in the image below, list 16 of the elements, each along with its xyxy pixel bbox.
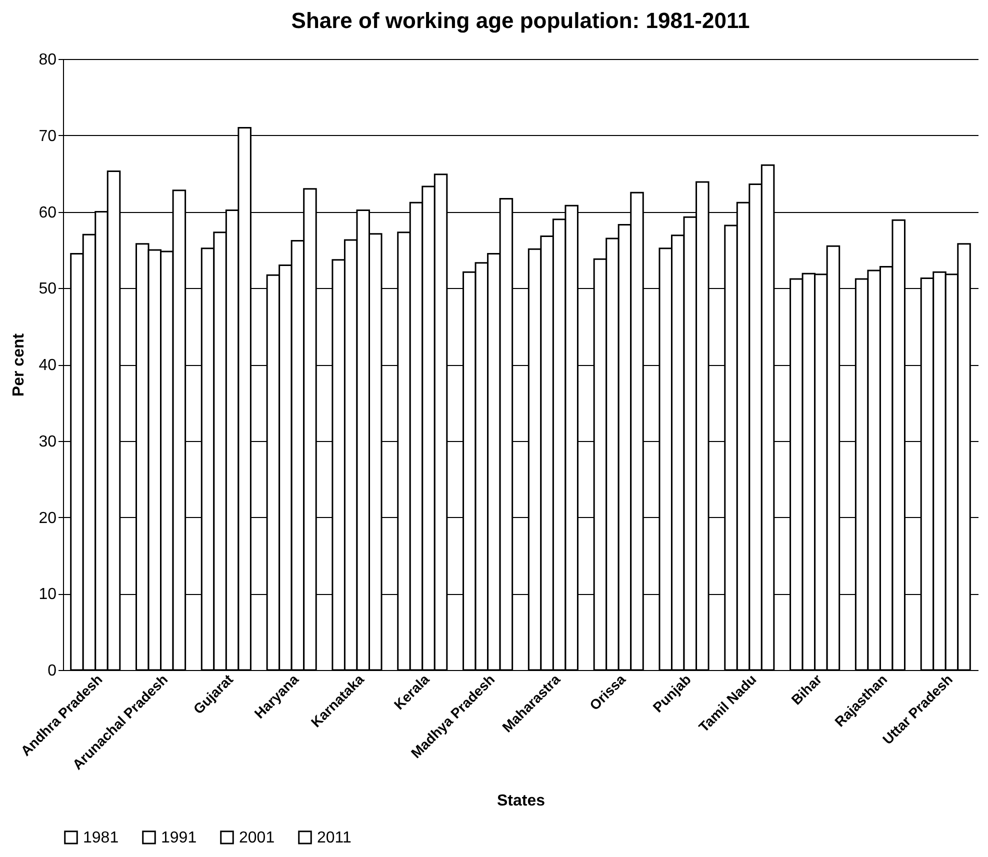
y-tick-label: 0 <box>48 662 57 680</box>
y-tick-label: 40 <box>38 357 57 374</box>
chart-title: Share of working age population: 1981-2011 <box>291 8 750 33</box>
legend-label: 1991 <box>161 829 197 846</box>
y-tick-label: 50 <box>38 280 57 298</box>
y-axis-title: Per cent <box>10 332 28 397</box>
legend-label: 2001 <box>239 829 275 846</box>
y-tick-label: 70 <box>38 128 57 145</box>
y-tick-label: 30 <box>38 433 57 450</box>
legend-label: 1981 <box>83 829 119 846</box>
y-tick-label: 10 <box>38 586 57 604</box>
y-tick-label: 20 <box>38 510 57 527</box>
legend-label: 2011 <box>317 829 352 846</box>
y-tick-label: 60 <box>38 204 57 222</box>
x-axis-title: States <box>496 792 546 810</box>
y-tick-label: 80 <box>38 52 57 68</box>
